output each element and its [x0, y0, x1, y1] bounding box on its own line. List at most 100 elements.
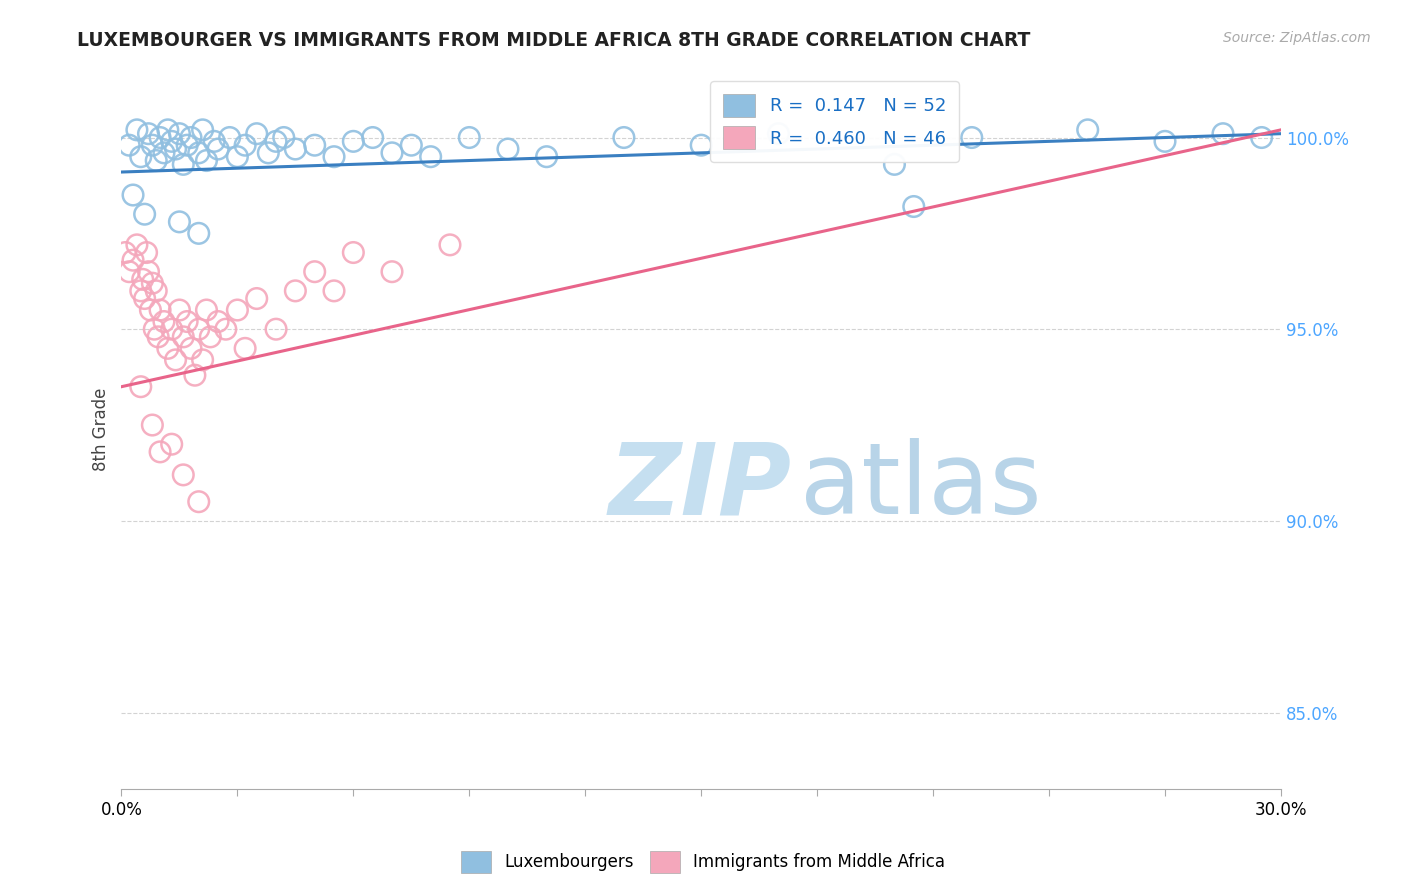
Point: [153, 314, 176, 328]
Point: [195, 153, 218, 168]
Point: [160, 322, 183, 336]
Point: [138, 265, 160, 279]
Point: [131, 272, 153, 286]
Text: ZIP: ZIP: [609, 438, 792, 535]
Point: [146, 330, 169, 344]
Point: [138, 127, 160, 141]
Point: [323, 150, 346, 164]
Point: [284, 142, 307, 156]
Point: [202, 134, 225, 148]
Point: [361, 130, 384, 145]
Point: [233, 138, 256, 153]
Point: [135, 245, 157, 260]
Point: [264, 322, 287, 336]
Point: [172, 157, 194, 171]
Point: [768, 127, 790, 141]
Point: [458, 130, 481, 145]
Point: [180, 130, 202, 145]
Point: [218, 130, 240, 145]
Point: [118, 138, 141, 153]
Point: [134, 207, 156, 221]
Point: [145, 284, 167, 298]
Point: [195, 303, 218, 318]
Legend: R =  0.147   N = 52, R =  0.460   N = 46: R = 0.147 N = 52, R = 0.460 N = 46: [710, 81, 959, 161]
Point: [342, 245, 364, 260]
Point: [172, 467, 194, 482]
Point: [141, 417, 163, 432]
Point: [187, 227, 209, 241]
Point: [304, 265, 326, 279]
Point: [381, 265, 404, 279]
Point: [165, 142, 187, 156]
Point: [191, 352, 214, 367]
Point: [496, 142, 519, 156]
Point: [1250, 130, 1272, 145]
Point: [149, 303, 172, 318]
Point: [342, 134, 364, 148]
Point: [125, 238, 148, 252]
Point: [125, 123, 148, 137]
Point: [160, 437, 183, 451]
Point: [191, 123, 214, 137]
Point: [1154, 134, 1177, 148]
Point: [226, 150, 249, 164]
Point: [187, 494, 209, 508]
Legend: Luxembourgers, Immigrants from Middle Africa: Luxembourgers, Immigrants from Middle Af…: [454, 845, 952, 880]
Point: [184, 368, 207, 383]
Point: [264, 134, 287, 148]
Point: [156, 123, 179, 137]
Point: [172, 330, 194, 344]
Point: [160, 134, 183, 148]
Point: [903, 200, 925, 214]
Point: [156, 342, 179, 356]
Text: LUXEMBOURGER VS IMMIGRANTS FROM MIDDLE AFRICA 8TH GRADE CORRELATION CHART: LUXEMBOURGER VS IMMIGRANTS FROM MIDDLE A…: [77, 31, 1031, 50]
Point: [246, 127, 269, 141]
Point: [176, 138, 198, 153]
Point: [257, 145, 280, 160]
Point: [141, 276, 163, 290]
Point: [1077, 123, 1099, 137]
Text: Source: ZipAtlas.com: Source: ZipAtlas.com: [1223, 31, 1371, 45]
Point: [323, 284, 346, 298]
Point: [200, 330, 222, 344]
Point: [960, 130, 983, 145]
Point: [129, 380, 152, 394]
Point: [143, 322, 166, 336]
Point: [690, 138, 713, 153]
Point: [153, 145, 176, 160]
Point: [233, 342, 256, 356]
Point: [883, 157, 905, 171]
Point: [304, 138, 326, 153]
Point: [149, 130, 172, 145]
Point: [169, 127, 191, 141]
Point: [176, 314, 198, 328]
Point: [122, 253, 145, 268]
Point: [401, 138, 423, 153]
Point: [169, 303, 191, 318]
Point: [114, 245, 136, 260]
Point: [129, 150, 152, 164]
Point: [141, 138, 163, 153]
Point: [187, 322, 209, 336]
Point: [207, 142, 229, 156]
Point: [215, 322, 238, 336]
Point: [118, 265, 141, 279]
Point: [122, 188, 145, 202]
Point: [381, 145, 404, 160]
Point: [246, 292, 269, 306]
Y-axis label: 8th Grade: 8th Grade: [93, 387, 110, 471]
Point: [226, 303, 249, 318]
Point: [187, 145, 209, 160]
Point: [180, 342, 202, 356]
Point: [419, 150, 441, 164]
Point: [284, 284, 307, 298]
Point: [149, 445, 172, 459]
Point: [536, 150, 558, 164]
Point: [129, 284, 152, 298]
Point: [139, 303, 162, 318]
Point: [273, 130, 295, 145]
Point: [613, 130, 636, 145]
Point: [145, 153, 167, 168]
Text: atlas: atlas: [800, 438, 1042, 535]
Point: [134, 292, 156, 306]
